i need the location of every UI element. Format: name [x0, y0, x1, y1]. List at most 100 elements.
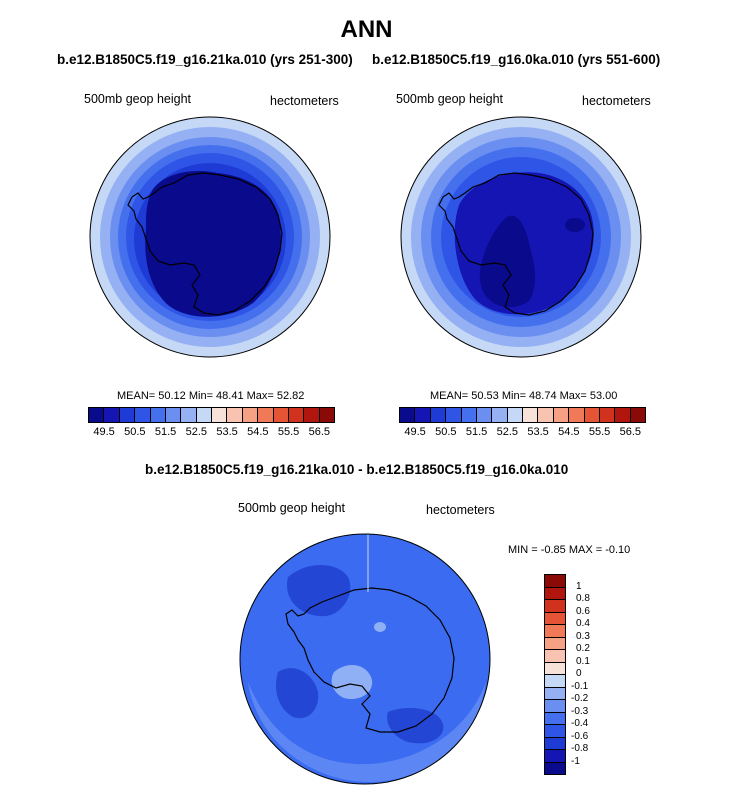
colorbar-swatch: [414, 407, 431, 423]
colorbar-tick-label: 54.5: [558, 426, 580, 438]
diff-colorbar-tick-label: 0: [576, 668, 582, 679]
diff-colorbar-swatch: [544, 724, 566, 738]
colorbar-swatch: [103, 407, 120, 423]
panel-2-colorbar-labels: 49.5 50.5 51.5 52.5 53.5 54.5 55.5 56.5: [391, 426, 653, 440]
colorbar-swatch: [583, 407, 600, 423]
panel-1-subtitle: b.e12.B1850C5.f19_g16.21ka.010 (yrs 251-…: [57, 52, 353, 67]
diff-colorbar-tick-label: -0.2: [571, 693, 589, 704]
panel-2-map: [400, 116, 642, 358]
colorbar-swatch: [399, 407, 416, 423]
diff-panel-units-label: hectometers: [426, 503, 495, 517]
colorbar-swatch: [88, 407, 105, 423]
main-title: ANN: [340, 16, 393, 43]
colorbar-swatch: [429, 407, 447, 423]
colorbar-swatch: [522, 407, 539, 423]
colorbar-swatch: [118, 407, 136, 423]
diff-colorbar-swatch: [544, 674, 566, 688]
colorbar-tick-label: 56.5: [619, 426, 642, 438]
panel-1-stats: MEAN= 50.12 Min= 48.41 Max= 52.82: [117, 390, 305, 402]
diff-colorbar-swatch: [544, 624, 566, 638]
diff-colorbar-swatch: [544, 611, 566, 625]
colorbar-tick-label: 55.5: [277, 426, 300, 438]
colorbar-swatch: [226, 407, 243, 423]
panel-2-subtitle: b.e12.B1850C5.f19_g16.0ka.010 (yrs 551-6…: [372, 52, 661, 67]
colorbar-swatch: [195, 407, 212, 423]
diff-panel-map: [239, 532, 491, 785]
colorbar-swatch: [164, 407, 182, 423]
colorbar-swatch: [506, 407, 523, 423]
colorbar-tick-label: 54.5: [247, 426, 269, 438]
diff-colorbar-tick-label: -1: [571, 755, 580, 767]
antarctica-coastline: [285, 587, 455, 733]
colorbar-swatch: [552, 407, 570, 423]
colorbar-tick-label: 51.5: [154, 426, 177, 438]
diff-colorbar-swatch: [544, 699, 566, 713]
colorbar-swatch: [445, 407, 462, 423]
diff-colorbar: 1 0.8 0.6 0.4 0.3 0.2 0.1 0 -0.1 -0.2 -0.3 -0.4 -0.6…: [544, 574, 624, 775]
colorbar-tick-label: 56.5: [308, 426, 331, 438]
colorbar-tick-label: 52.5: [185, 426, 208, 438]
colorbar-swatch: [629, 407, 646, 423]
diff-colorbar-tick-label: 0.2: [576, 643, 590, 654]
diff-colorbar-swatch: [544, 736, 566, 750]
diff-colorbar-swatch: [544, 761, 566, 775]
diff-colorbar-tick-label: -0.3: [571, 705, 589, 717]
colorbar-swatch: [598, 407, 616, 423]
colorbar-swatch: [287, 407, 305, 423]
colorbar-tick-label: 51.5: [465, 426, 488, 438]
colorbar-swatch: [257, 407, 274, 423]
diff-colorbar-swatch: [544, 711, 566, 725]
diff-colorbar-swatch: [544, 649, 566, 663]
colorbar-swatch: [460, 407, 477, 423]
colorbar-swatch: [318, 407, 335, 423]
diff-colorbar-swatch: [544, 574, 566, 588]
colorbar-swatch: [491, 407, 508, 423]
panel-2-variable-label: 500mb geop height: [396, 92, 504, 106]
diff-colorbar-tick-label: 0.4: [576, 618, 590, 629]
panel-1-colorbar-labels: 49.5 50.5 51.5 52.5 53.5 54.5 55.5 56.5: [80, 426, 342, 440]
colorbar-tick-label: 49.5: [404, 426, 426, 438]
diff-colorbar-swatch: [544, 599, 566, 613]
diff-panel-stats: MIN = -0.85 MAX = -0.10: [508, 544, 631, 556]
diff-colorbar-tick-label: 0.6: [576, 605, 590, 617]
colorbar-tick-label: 55.5: [588, 426, 611, 438]
diff-colorbar-swatch: [544, 661, 566, 675]
diff-panel-subtitle: b.e12.B1850C5.f19_g16.21ka.010 - b.e12.B…: [145, 462, 569, 477]
antarctica-coastline: [127, 172, 283, 316]
panel-1-map: [89, 116, 331, 358]
panel-1-variable-label: 500mb geop height: [84, 92, 192, 106]
colorbar-swatch: [211, 407, 228, 423]
colorbar-swatch: [475, 407, 493, 423]
colorbar-tick-label: 53.5: [216, 426, 238, 438]
diff-panel-variable-label: 500mb geop height: [238, 501, 346, 515]
diff-colorbar-swatch: [544, 686, 566, 700]
diff-colorbar-tick-label: -0.8: [571, 743, 589, 754]
colorbar-swatch: [303, 407, 320, 423]
diff-colorbar-swatch: [544, 749, 566, 763]
diff-colorbar-tick-label: -0.1: [571, 680, 589, 692]
diff-colorbar-tick-label: 0.3: [576, 630, 590, 642]
colorbar-tick-label: 50.5: [124, 426, 146, 438]
diff-colorbar-swatch: [544, 586, 566, 600]
panel-1-colorbar: [88, 407, 335, 423]
diff-colorbar-tick-label: -0.6: [571, 730, 589, 742]
colorbar-swatch: [149, 407, 166, 423]
panel-1-units-label: hectometers: [270, 94, 339, 108]
colorbar-swatch: [614, 407, 631, 423]
diff-colorbar-tick-label: 1: [576, 580, 582, 592]
colorbar-swatch: [134, 407, 151, 423]
panel-2-stats: MEAN= 50.53 Min= 48.74 Max= 53.00: [430, 390, 618, 402]
diff-colorbar-tick-label: 0.1: [576, 655, 590, 667]
diff-colorbar-tick-label: -0.4: [571, 718, 589, 729]
colorbar-tick-label: 53.5: [527, 426, 549, 438]
colorbar-tick-label: 49.5: [93, 426, 115, 438]
diff-colorbar-swatch: [544, 636, 566, 650]
diff-colorbar-tick-label: 0.8: [576, 593, 590, 604]
colorbar-tick-label: 52.5: [496, 426, 519, 438]
colorbar-swatch: [241, 407, 259, 423]
colorbar-swatch: [568, 407, 585, 423]
panel-2-units-label: hectometers: [582, 94, 651, 108]
panel-2-colorbar: [399, 407, 646, 423]
colorbar-swatch: [180, 407, 197, 423]
colorbar-swatch: [537, 407, 554, 423]
